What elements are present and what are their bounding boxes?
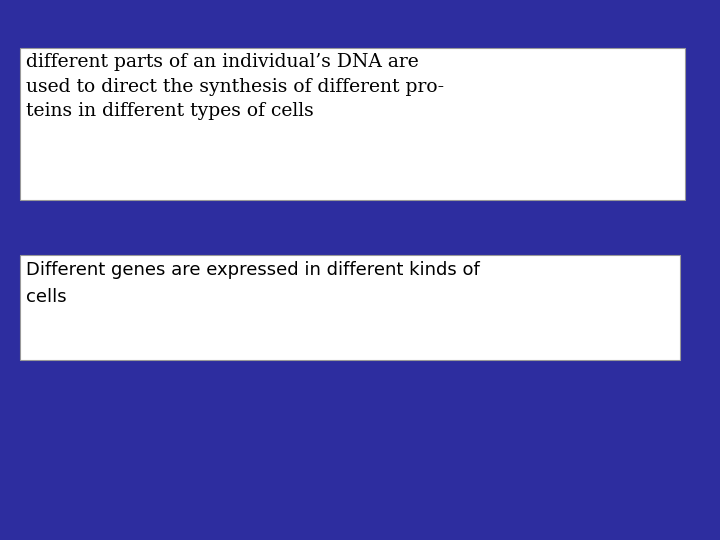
FancyBboxPatch shape xyxy=(20,48,685,200)
Text: Different genes are expressed in different kinds of
cells: Different genes are expressed in differe… xyxy=(26,261,480,306)
Text: different parts of an individual’s DNA are
used to direct the synthesis of diffe: different parts of an individual’s DNA a… xyxy=(26,53,444,120)
FancyBboxPatch shape xyxy=(20,255,680,360)
